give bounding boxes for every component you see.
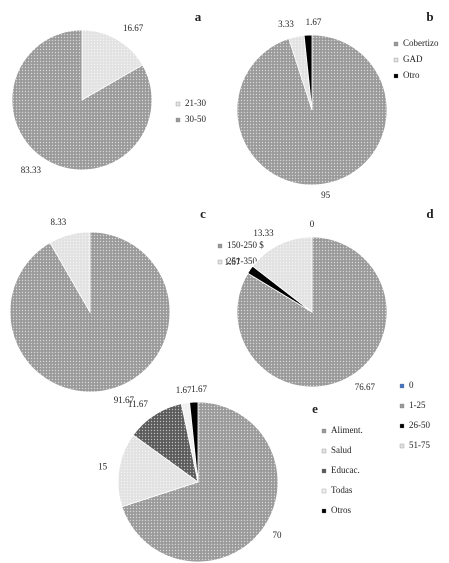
data-label: 16.67 <box>123 23 144 33</box>
data-label: 1.67 <box>224 257 240 267</box>
data-label: 1.67 <box>306 17 322 27</box>
legend-label: 150-250 $ <box>227 240 264 250</box>
legend-label: Educac. <box>331 465 360 475</box>
legend-swatch <box>217 243 223 249</box>
data-label: 0 <box>310 219 315 229</box>
legend-label: 30-50 <box>185 114 206 124</box>
legend-label: GAD <box>403 54 423 64</box>
legend-swatch <box>217 259 223 265</box>
data-label: 83.33 <box>21 165 42 175</box>
legend-swatch <box>321 488 327 494</box>
legend-label: Aliment. <box>331 425 363 435</box>
data-label: 13.33 <box>253 228 274 238</box>
legend-swatch <box>175 117 181 123</box>
slice-texture <box>50 232 90 312</box>
legend-label: Salud <box>331 445 352 455</box>
data-label: 95 <box>321 190 331 200</box>
slice-texture <box>133 403 198 482</box>
pie-slice <box>303 34 313 111</box>
slice-texture <box>288 35 312 110</box>
data-label: 1.67 <box>176 385 192 395</box>
data-label: 3.33 <box>278 19 294 29</box>
data-label: 76.67 <box>355 382 376 392</box>
legend-label: 51-75 <box>409 440 430 450</box>
legend-label: Todas <box>331 485 353 495</box>
slice-texture <box>11 30 152 170</box>
legend-swatch <box>399 443 405 449</box>
slice-texture <box>117 435 198 507</box>
slice-texture <box>121 402 278 562</box>
legend-label: 21-30 <box>185 98 206 108</box>
legend-label: Otros <box>331 505 351 515</box>
legend-swatch <box>393 73 399 79</box>
legend-label: 0 <box>409 380 414 390</box>
legend-label: Cobertizo <box>403 38 439 48</box>
slice-texture <box>82 30 143 100</box>
legend-swatch <box>321 448 327 454</box>
pie-slice <box>189 401 199 483</box>
panel-letter: b <box>426 9 433 24</box>
legend-swatch <box>393 57 399 63</box>
legend-swatch <box>399 423 405 429</box>
legend-label: 26-50 <box>409 420 430 430</box>
legend-swatch <box>175 101 181 107</box>
legend-label: 251-350 <box>227 256 257 266</box>
legend-label: 1-25 <box>409 400 426 410</box>
panel-letter: a <box>195 9 202 24</box>
slice-texture <box>181 402 198 482</box>
legend-swatch <box>393 41 399 47</box>
data-label: 8.33 <box>50 217 66 227</box>
legend-swatch <box>399 403 405 409</box>
data-label: 1.67 <box>191 384 207 394</box>
data-label: 15 <box>98 462 108 472</box>
slice-texture <box>252 237 312 312</box>
data-label: 70 <box>272 530 282 540</box>
data-label: 91.67 <box>114 395 135 405</box>
panel-letter: c <box>200 206 206 221</box>
panel-letter: d <box>426 206 434 221</box>
panel-letter: e <box>312 401 318 416</box>
legend-swatch <box>321 508 327 514</box>
legend-swatch <box>321 468 327 474</box>
legend-swatch <box>321 428 327 434</box>
data-label: 11.67 <box>128 399 148 409</box>
legend-label: Otro <box>403 70 420 80</box>
legend-swatch <box>399 383 405 389</box>
